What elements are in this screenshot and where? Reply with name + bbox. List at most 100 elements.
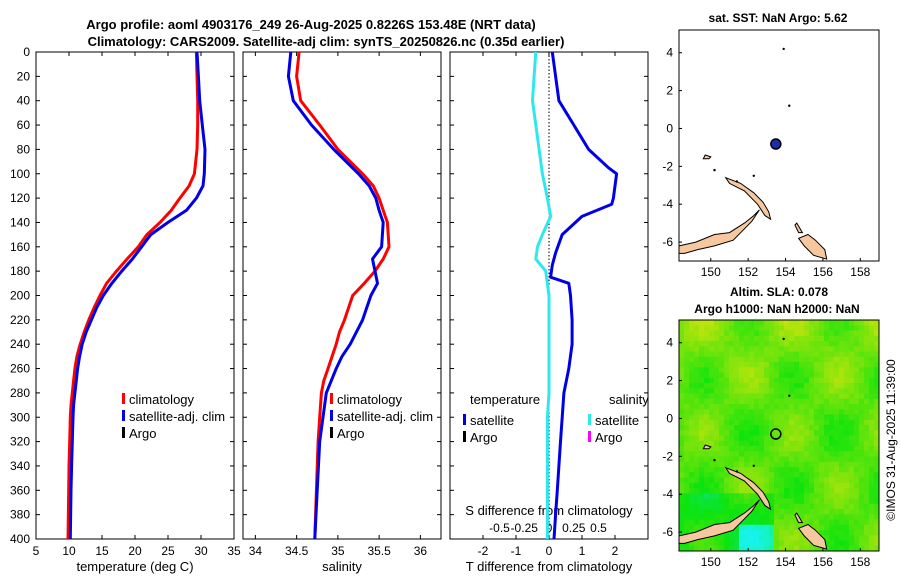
sla-cell xyxy=(794,377,800,384)
sla-cell xyxy=(724,351,730,358)
sla-cell xyxy=(729,435,735,442)
sla-cell xyxy=(684,456,690,463)
sla-cell xyxy=(814,325,820,332)
sla-cell xyxy=(834,414,840,421)
sla-cell xyxy=(844,472,850,479)
sla-cell xyxy=(779,524,785,531)
sla-cell xyxy=(699,451,705,458)
sla-cell xyxy=(769,498,775,505)
sla-cell xyxy=(799,425,805,431)
sla-cell xyxy=(749,430,755,437)
sla-cell xyxy=(719,425,725,431)
sla-cell xyxy=(789,503,795,510)
series-line-climatology xyxy=(295,51,391,540)
sla-cell xyxy=(834,346,840,353)
sla-cell xyxy=(784,482,790,489)
sla-cell xyxy=(744,335,750,342)
sla-cell xyxy=(844,372,850,379)
sla-cell xyxy=(744,446,750,452)
sla-cell xyxy=(759,435,765,442)
sla-cell xyxy=(819,398,825,405)
sla-cell xyxy=(714,346,720,353)
sla-cell xyxy=(714,461,720,468)
sla-cell xyxy=(829,335,835,342)
sla-cell xyxy=(839,524,845,531)
sla-cell xyxy=(789,477,795,484)
sla-cell xyxy=(749,325,755,332)
sla-cell xyxy=(844,367,850,374)
sla-cell xyxy=(694,335,700,342)
sla-cell xyxy=(774,414,780,421)
sla-cell xyxy=(834,440,840,447)
map-ytick-label: 4 xyxy=(666,46,673,60)
sla-cell xyxy=(709,419,715,426)
sla-cell xyxy=(699,404,705,410)
sla-cell xyxy=(694,524,700,531)
sla-cell xyxy=(759,346,765,353)
sla-cell xyxy=(784,530,790,536)
sla-cell xyxy=(709,383,715,389)
sla-cell xyxy=(724,425,730,431)
sla-cell xyxy=(774,514,780,521)
sla-cell xyxy=(859,530,865,536)
watermark: ©IMOS 31-Aug-2025 11:39:00 xyxy=(884,359,898,521)
sla-cell xyxy=(719,404,725,410)
sla-cell xyxy=(754,346,760,353)
sla-cell xyxy=(819,346,825,353)
sla-cell xyxy=(789,530,795,536)
sla-cell xyxy=(824,456,830,463)
sla-cell xyxy=(709,545,715,551)
sla-cell xyxy=(799,472,805,479)
sla-cell xyxy=(764,472,770,479)
sla-cell xyxy=(749,320,755,326)
sla-cell xyxy=(679,398,685,405)
sla-cell xyxy=(809,377,815,384)
sla-cell xyxy=(764,351,770,358)
sla-cell xyxy=(819,493,825,500)
sla-cell xyxy=(739,362,745,368)
sla-cell xyxy=(864,498,870,505)
sla-cell xyxy=(814,472,820,479)
sla-cell xyxy=(769,472,775,479)
sla-cell xyxy=(699,446,705,452)
sla-cell xyxy=(804,430,810,437)
sla-cell xyxy=(694,393,700,400)
sla-cell xyxy=(869,456,875,463)
sla-cell xyxy=(749,519,755,526)
sla-cell xyxy=(754,498,760,505)
sla-cell xyxy=(769,367,775,374)
sla-cell xyxy=(689,351,695,358)
sla-cell xyxy=(779,435,785,442)
x-tick-label: 30 xyxy=(194,544,208,558)
sla-cell xyxy=(874,356,879,363)
sla-cell xyxy=(784,472,790,479)
sla-cell xyxy=(729,377,735,384)
sla-cell xyxy=(704,372,710,379)
sla-cell xyxy=(874,446,879,452)
y-tick-label: 80 xyxy=(17,142,31,156)
sla-cell xyxy=(684,477,690,484)
sla-cell xyxy=(779,425,785,431)
sla-cell xyxy=(854,383,860,389)
sla-cell xyxy=(689,419,695,426)
sla-cell xyxy=(869,488,875,494)
sla-cell xyxy=(809,451,815,458)
sla-cell xyxy=(829,493,835,500)
sla-cell xyxy=(869,430,875,437)
sla-cell xyxy=(864,367,870,374)
sla-cell xyxy=(824,346,830,353)
sla-cell xyxy=(814,356,820,363)
y-tick-label: 0 xyxy=(23,45,30,59)
sla-cell xyxy=(689,519,695,526)
sla-cell xyxy=(759,440,765,447)
sla-cell xyxy=(809,430,815,437)
sla-cell xyxy=(774,330,780,337)
sla-cell xyxy=(834,509,840,515)
sla-cell xyxy=(719,519,725,526)
sla-cell xyxy=(709,519,715,526)
sla-cell xyxy=(749,356,755,363)
map-xtick-label: 154 xyxy=(776,265,796,279)
sla-cell xyxy=(874,362,879,368)
sla-cell xyxy=(869,372,875,379)
sla-cell xyxy=(759,524,765,531)
